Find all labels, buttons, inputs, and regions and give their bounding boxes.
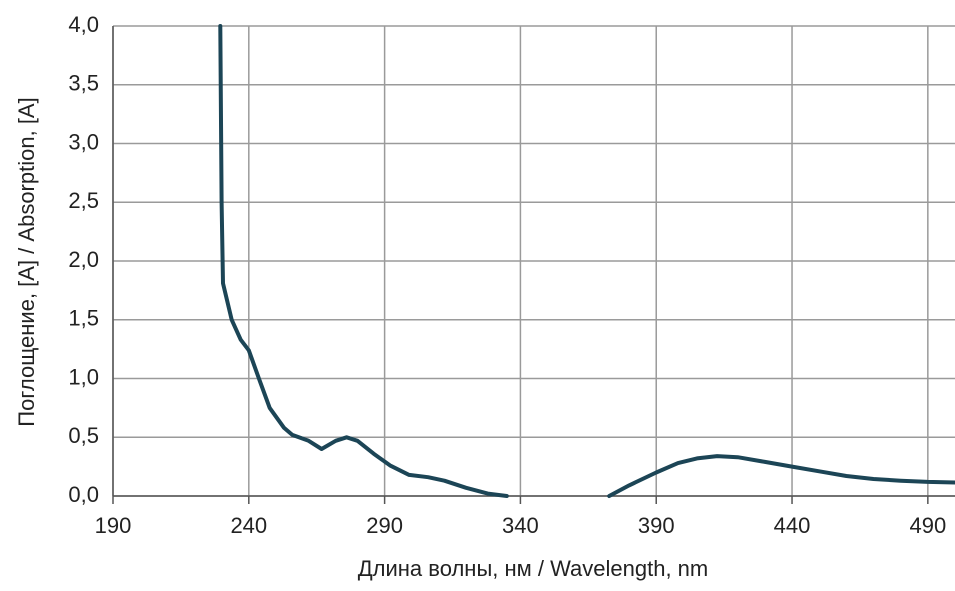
y-axis-label: Поглощение, [A] / Absorption, [A] [14, 97, 39, 426]
x-tick-label: 490 [909, 513, 946, 538]
x-axis-label: Длина волны, нм / Wavelength, nm [358, 556, 709, 581]
y-tick-label: 1,0 [68, 364, 99, 389]
x-tick-label: 390 [638, 513, 675, 538]
y-tick-label: 0,5 [68, 423, 99, 448]
x-tick-label: 340 [502, 513, 539, 538]
x-tick-label: 240 [230, 513, 267, 538]
x-tick-label: 190 [95, 513, 132, 538]
y-tick-label: 1,5 [68, 306, 99, 331]
x-tick-label: 440 [774, 513, 811, 538]
x-tick-label: 290 [366, 513, 403, 538]
y-tick-label: 0,0 [68, 482, 99, 507]
y-tick-label: 3,5 [68, 71, 99, 96]
y-tick-label: 3,0 [68, 129, 99, 154]
y-tick-label: 4,0 [68, 12, 99, 37]
data-line [218, 24, 955, 498]
y-tick-label: 2,0 [68, 247, 99, 272]
y-tick-label: 2,5 [68, 188, 99, 213]
